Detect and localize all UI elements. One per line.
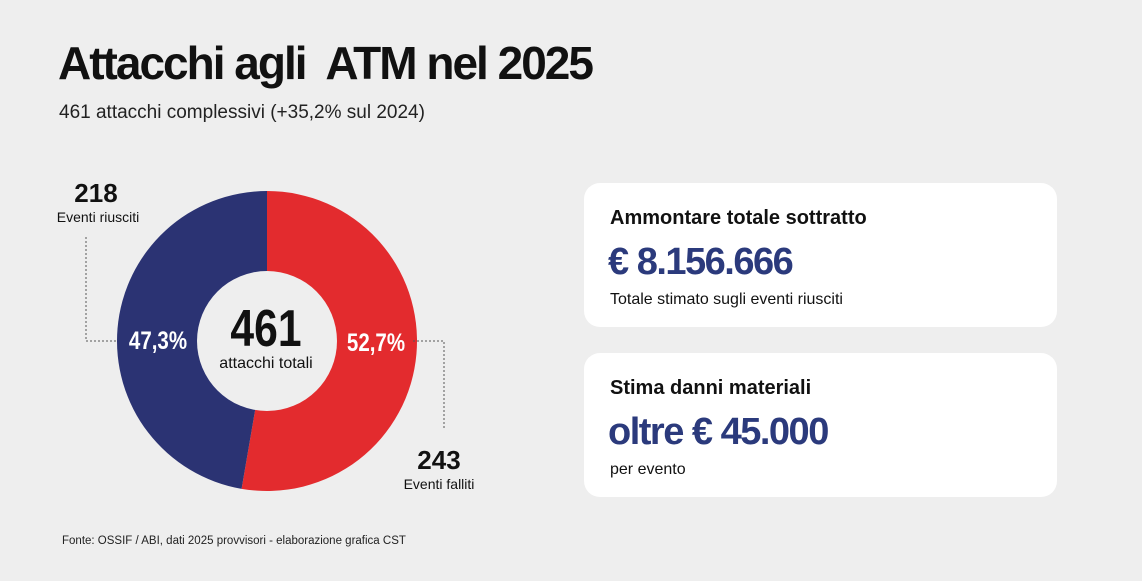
stat-card-total-stolen: Ammontare totale sottratto € 8.156.666 T… [584, 183, 1057, 327]
page-title: Attacchi agli ATM nel 2025 [58, 37, 594, 89]
source-note: Fonte: OSSIF / ABI, dati 2025 provvisori… [62, 535, 406, 547]
card-label: Stima danni materiali [610, 377, 812, 399]
percent-label-falliti: 52,7% [347, 328, 405, 356]
value-label-falliti: 243 [417, 445, 460, 475]
leader-line-riusciti [85, 237, 118, 342]
center-total-value: 461 [230, 300, 301, 358]
leader-line-falliti [413, 340, 445, 430]
donut-slice-riusciti [116, 191, 267, 489]
donut-chart: 461 attacchi totali 47,3% 52,7% 218 Even… [57, 178, 475, 492]
percent-label-riusciti: 47,3% [129, 326, 187, 354]
center-total-label: attacchi totali [219, 355, 312, 372]
card-note: per evento [610, 461, 686, 478]
page-subtitle: 461 attacchi complessivi (+35,2% sul 202… [59, 102, 425, 123]
category-label-riusciti: Eventi riusciti [57, 209, 139, 225]
card-value: € 8.156.666 [608, 241, 794, 283]
card-value: oltre € 45.000 [608, 411, 829, 453]
donut-hole [197, 271, 337, 411]
card-note: Totale stimato sugli eventi riusciti [610, 291, 843, 308]
card-label: Ammontare totale sottratto [610, 207, 867, 229]
stat-card-material-damage: Stima danni materiali oltre € 45.000 per… [584, 353, 1057, 497]
value-label-riusciti: 218 [74, 178, 117, 208]
category-label-falliti: Eventi falliti [404, 476, 475, 492]
